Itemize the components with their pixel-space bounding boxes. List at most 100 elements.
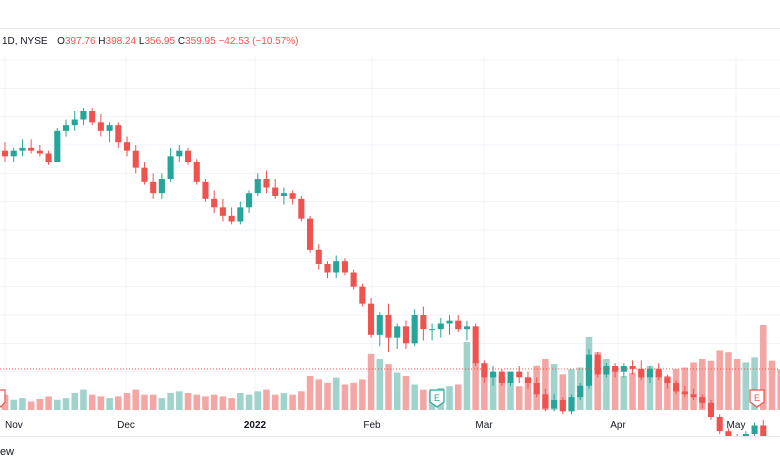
- volume-bar: [219, 396, 227, 410]
- candle-body: [19, 147, 26, 151]
- volume-bar: [19, 398, 26, 410]
- x-tick-label: May: [727, 420, 746, 431]
- candle-body: [568, 397, 575, 412]
- volume-bar: [777, 369, 780, 410]
- volume-bar: [184, 393, 192, 410]
- symbol-label: 1D, NYSE: [2, 36, 48, 47]
- candle-body: [498, 371, 505, 383]
- volume-bar: [289, 394, 296, 410]
- candle-body: [673, 383, 680, 392]
- candle-body: [123, 142, 131, 151]
- candle-body: [559, 400, 566, 412]
- volume-bar: [611, 370, 619, 410]
- volume-bar: [359, 379, 366, 410]
- volume-bar: [280, 393, 288, 410]
- candle-body: [132, 150, 139, 168]
- candle-body: [516, 371, 523, 378]
- volume-bar: [158, 398, 166, 410]
- x-tick-label: Feb: [363, 420, 381, 431]
- candle-body: [620, 366, 627, 372]
- x-tick-label: Mar: [475, 420, 493, 431]
- volume-bar: [385, 364, 392, 410]
- candle-body: [681, 391, 688, 395]
- volume-bar: [245, 394, 253, 410]
- x-tick-label: 2022: [244, 420, 267, 431]
- volume-bar: [402, 376, 410, 410]
- volume-bar: [332, 377, 340, 410]
- candle-body: [629, 366, 636, 369]
- candle-body: [507, 371, 514, 383]
- candle-body: [481, 363, 488, 378]
- candle-body: [54, 130, 61, 162]
- high-label: H: [98, 36, 106, 47]
- volume-bar: [324, 382, 331, 410]
- volume-bar: [594, 352, 601, 410]
- footer-label[interactable]: ew: [0, 446, 15, 458]
- candle-body: [97, 122, 104, 131]
- top-toolbar: [0, 0, 780, 29]
- volume-bar: [524, 379, 532, 410]
- candle-body: [202, 181, 209, 199]
- x-tick-label: Dec: [117, 420, 135, 431]
- volume-bar: [62, 398, 70, 410]
- volume-bar: [36, 398, 44, 410]
- ohlc-legend: 1D, NYSE O397.76 H398.24 L356.95 C359.95…: [2, 36, 299, 47]
- candle-body: [760, 425, 767, 446]
- volume-bar: [550, 364, 558, 410]
- volume-bar: [603, 359, 610, 410]
- candle-body: [263, 179, 270, 188]
- candle-body: [228, 215, 235, 222]
- candle-body: [211, 198, 218, 208]
- candle-body: [333, 261, 340, 273]
- volume-bar: [123, 393, 131, 410]
- candle-body: [150, 181, 157, 194]
- bottom-toolbar: [0, 436, 780, 471]
- volume-bar: [690, 362, 697, 410]
- high-value: 398.24: [105, 36, 137, 47]
- x-tick-label: Apr: [610, 420, 626, 431]
- candle-body: [646, 368, 654, 378]
- low-value: 356.95: [144, 36, 176, 47]
- volume-bar: [237, 393, 244, 410]
- volume-bar: [228, 398, 235, 410]
- candle-body: [36, 150, 43, 154]
- volume-bar: [699, 359, 706, 410]
- candle-body: [455, 320, 462, 330]
- volume-bar: [193, 394, 201, 410]
- candle-body: [524, 377, 532, 383]
- earnings-marker: [429, 389, 445, 408]
- volume-bar: [568, 369, 575, 410]
- candle-body: [254, 179, 261, 194]
- volume-bar: [498, 376, 506, 410]
- volume-bar: [454, 384, 462, 410]
- volume-bar: [393, 372, 401, 410]
- volume-bar: [629, 372, 636, 410]
- volume-bar: [149, 394, 157, 410]
- earnings-marker-label: E: [754, 393, 760, 403]
- volume-bar: [768, 360, 776, 410]
- candle-body: [89, 111, 96, 123]
- volume-bar: [306, 376, 314, 410]
- candle-body: [446, 320, 453, 324]
- candle-body: [324, 264, 331, 273]
- candle-body: [385, 315, 392, 338]
- candle-body: [341, 261, 348, 273]
- volume-bar: [472, 360, 479, 410]
- candle-body: [402, 326, 409, 344]
- volume-bar: [376, 359, 384, 410]
- candle-body: [463, 326, 470, 330]
- candle-body: [62, 125, 70, 131]
- candle-body: [115, 125, 122, 143]
- candle-body: [429, 329, 436, 331]
- volume-bar: [489, 372, 497, 410]
- volume-bar: [637, 369, 645, 410]
- candle-body: [699, 397, 706, 403]
- volume-bar: [760, 325, 767, 410]
- candle-body: [289, 193, 296, 199]
- candle-body: [411, 315, 418, 344]
- open-label: O: [57, 36, 65, 47]
- candle-body: [716, 417, 723, 432]
- volume-bar: [420, 389, 427, 410]
